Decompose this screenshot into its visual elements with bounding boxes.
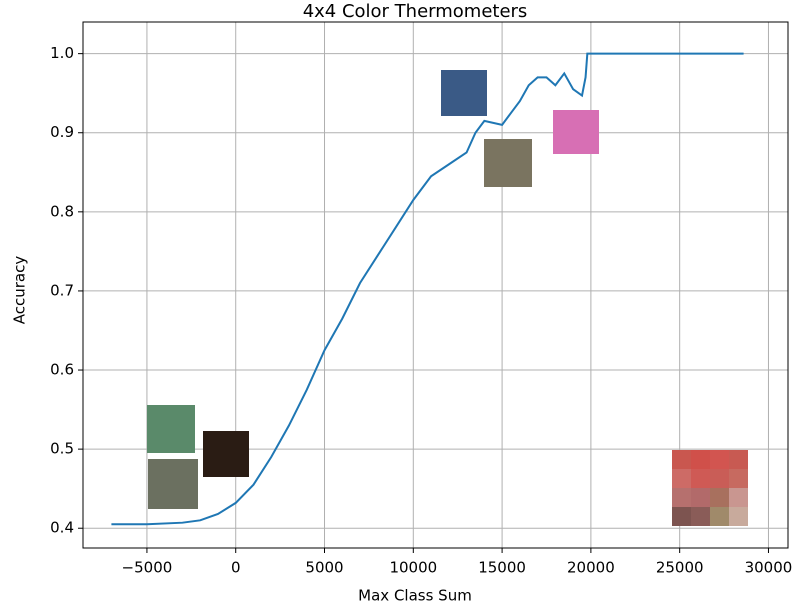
thumb-truck xyxy=(148,459,198,509)
thumb-flower xyxy=(553,110,599,154)
x-tick-label: 30000 xyxy=(745,559,793,577)
plot-frame xyxy=(82,21,789,549)
x-tick-label: 5000 xyxy=(305,559,343,577)
x-tick-label: 15000 xyxy=(478,559,526,577)
thumb-tower xyxy=(203,431,249,477)
y-tick-label: 0.9 xyxy=(50,123,74,141)
x-tick-label: 20000 xyxy=(567,559,615,577)
y-tick-label: 0.6 xyxy=(50,361,74,379)
x-axis-label: Max Class Sum xyxy=(358,587,472,605)
chart-title: 4x4 Color Thermometers xyxy=(303,1,528,22)
thumb-ship xyxy=(441,70,487,116)
x-tick-label: −5000 xyxy=(122,559,173,577)
x-tick-label: 25000 xyxy=(656,559,704,577)
x-tick-label: 0 xyxy=(231,559,241,577)
thumb-tank xyxy=(147,405,195,453)
y-tick-label: 0.8 xyxy=(50,202,74,220)
thumb-animal xyxy=(484,139,532,187)
y-tick-label: 1.0 xyxy=(50,44,74,62)
data-line xyxy=(111,52,744,526)
y-tick-label: 0.4 xyxy=(50,519,74,537)
y-axis-label: Accuracy xyxy=(11,256,29,325)
x-tick-label: 10000 xyxy=(389,559,437,577)
thumbnails xyxy=(147,70,748,526)
color-grid xyxy=(672,450,748,526)
y-tick-label: 0.7 xyxy=(50,281,74,299)
y-tick-label: 0.5 xyxy=(50,440,74,458)
